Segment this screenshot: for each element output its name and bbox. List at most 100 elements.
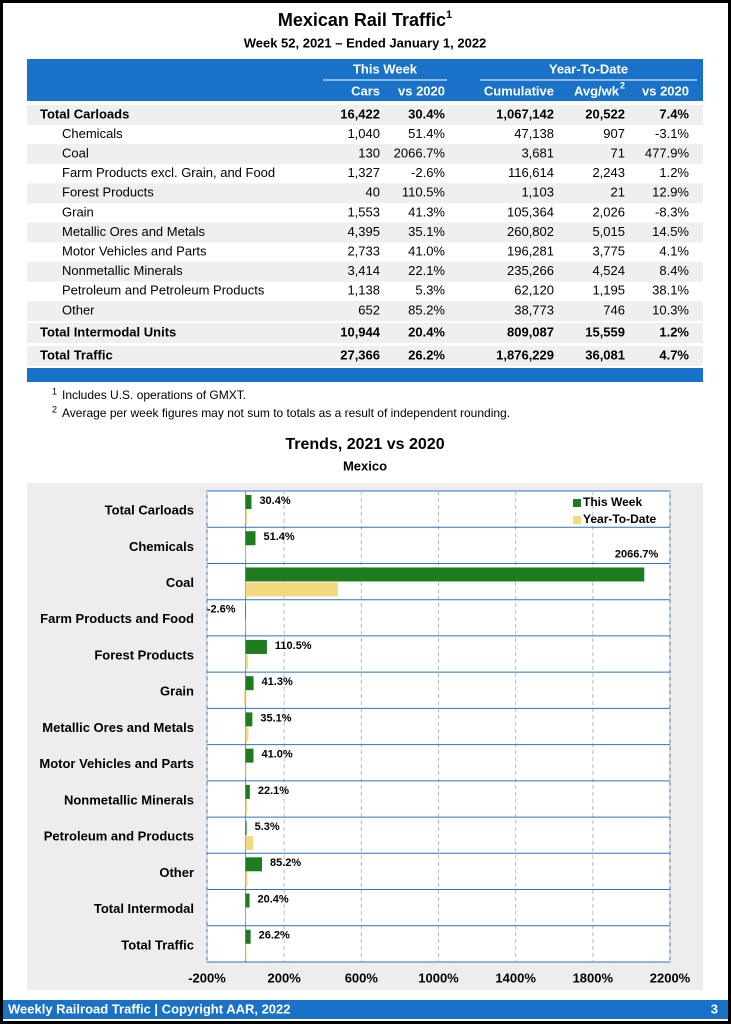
- bar: [245, 944, 247, 959]
- column-header: vs 2020: [642, 83, 689, 98]
- column-header: Cumulative: [484, 83, 554, 98]
- row-value: -2.6%: [411, 165, 445, 180]
- row-value: 1,138: [347, 283, 380, 298]
- row-value: 10,944: [340, 324, 381, 339]
- row-label: Coal: [62, 146, 89, 161]
- x-tick-label: 2200%: [650, 970, 691, 985]
- row-value: 652: [358, 302, 380, 317]
- value-label: 26.2%: [259, 930, 290, 942]
- bar: [245, 784, 250, 799]
- row-background: [27, 300, 703, 321]
- y-tick-label: Total Carloads: [105, 503, 194, 518]
- row-value: 1.2%: [659, 324, 689, 339]
- row-value: 130: [358, 146, 380, 161]
- bar: [245, 654, 249, 669]
- title: Mexican Rail Traffic1: [278, 9, 452, 30]
- row-background: [27, 105, 703, 125]
- bar: [245, 836, 253, 851]
- row-background: [27, 183, 703, 204]
- footnote-mark: 1: [52, 386, 57, 396]
- row-value: 110.5%: [402, 185, 446, 200]
- column-header: Avg/wk: [574, 83, 620, 98]
- bar: [243, 691, 246, 706]
- legend-swatch: [573, 499, 581, 507]
- value-label: 35.1%: [260, 712, 291, 724]
- row-value: 2,026: [592, 204, 625, 219]
- row-label: Metallic Ores and Metals: [62, 224, 206, 239]
- chart-title: Trends, 2021 vs 2020: [285, 436, 444, 453]
- y-tick-label: Total Intermodal: [94, 901, 194, 916]
- value-label: 85.2%: [270, 857, 301, 869]
- row-value: 62,120: [514, 283, 554, 298]
- row-value: 35.1%: [408, 224, 445, 239]
- row-value: 16,422: [340, 106, 380, 121]
- row-value: 196,281: [507, 244, 554, 259]
- table-bottom-bar: [27, 368, 703, 382]
- value-label: 5.3%: [255, 821, 280, 833]
- value-label: 20.4%: [258, 893, 289, 905]
- x-tick-label: 600%: [345, 970, 379, 985]
- x-tick-label: 1400%: [495, 970, 536, 985]
- bar: [245, 821, 247, 836]
- footer-text: Weekly Railroad Traffic | Copyright AAR,…: [8, 1001, 291, 1016]
- chart-subtitle: Mexico: [343, 458, 387, 473]
- bar: [245, 763, 247, 778]
- bar: [245, 639, 267, 654]
- row-value: 477.9%: [645, 146, 690, 161]
- row-value: 47,138: [514, 126, 554, 141]
- row-value: 260,802: [507, 224, 554, 239]
- row-value: -8.3%: [655, 204, 689, 219]
- row-value: 1,553: [347, 204, 380, 219]
- x-tick-label: -200%: [188, 970, 226, 985]
- bar: [245, 567, 645, 582]
- row-value: 4,395: [347, 224, 380, 239]
- row-label: Other: [62, 302, 95, 317]
- row-background: [27, 222, 703, 243]
- bar: [245, 676, 254, 691]
- row-label: Petroleum and Petroleum Products: [62, 283, 265, 298]
- y-tick-label: Coal: [166, 575, 194, 590]
- row-label: Grain: [62, 204, 94, 219]
- row-value: 5,015: [592, 224, 625, 239]
- subtitle: Week 52, 2021 – Ended January 1, 2022: [244, 35, 487, 50]
- row-value: 1,195: [592, 283, 625, 298]
- footer-bar: [3, 1000, 728, 1019]
- x-tick-label: 1800%: [573, 970, 614, 985]
- row-value: 38.1%: [652, 283, 689, 298]
- group-header: Year-To-Date: [549, 61, 628, 76]
- bar: [245, 929, 251, 944]
- row-value: 3,414: [347, 263, 380, 278]
- row-value: 20,522: [585, 106, 625, 121]
- value-label: 41.0%: [261, 749, 292, 761]
- y-tick-label: Total Traffic: [121, 937, 194, 952]
- bar: [245, 531, 256, 546]
- row-value: 12.9%: [652, 185, 689, 200]
- bar: [245, 799, 248, 814]
- row-value: 116,614: [508, 165, 554, 180]
- row-value: 809,087: [507, 324, 554, 339]
- row-value: 20.4%: [408, 324, 445, 339]
- row-value: 746: [603, 302, 625, 317]
- y-tick-label: Petroleum and Products: [44, 829, 194, 844]
- title-note: 1: [446, 9, 452, 21]
- row-label: Total Traffic: [40, 347, 113, 362]
- bar: [245, 727, 249, 742]
- column-note: 2: [620, 80, 625, 90]
- row-label: Forest Products: [62, 185, 154, 200]
- y-tick-label: Metallic Ores and Metals: [42, 720, 194, 735]
- bar: [245, 582, 338, 597]
- row-value: 41.0%: [408, 244, 445, 259]
- row-value: 1,327: [347, 165, 380, 180]
- row-value: 30.4%: [408, 106, 445, 121]
- value-label: 2066.7%: [615, 548, 659, 560]
- row-value: 40: [366, 185, 380, 200]
- row-value: 21: [611, 185, 625, 200]
- row-value: 105,364: [507, 204, 554, 219]
- value-label: 51.4%: [263, 531, 294, 543]
- row-value: 51.4%: [408, 126, 445, 141]
- row-value: 2,243: [592, 165, 625, 180]
- row-label: Chemicals: [62, 126, 123, 141]
- y-tick-label: Motor Vehicles and Parts: [39, 756, 194, 771]
- row-value: 235,266: [507, 263, 554, 278]
